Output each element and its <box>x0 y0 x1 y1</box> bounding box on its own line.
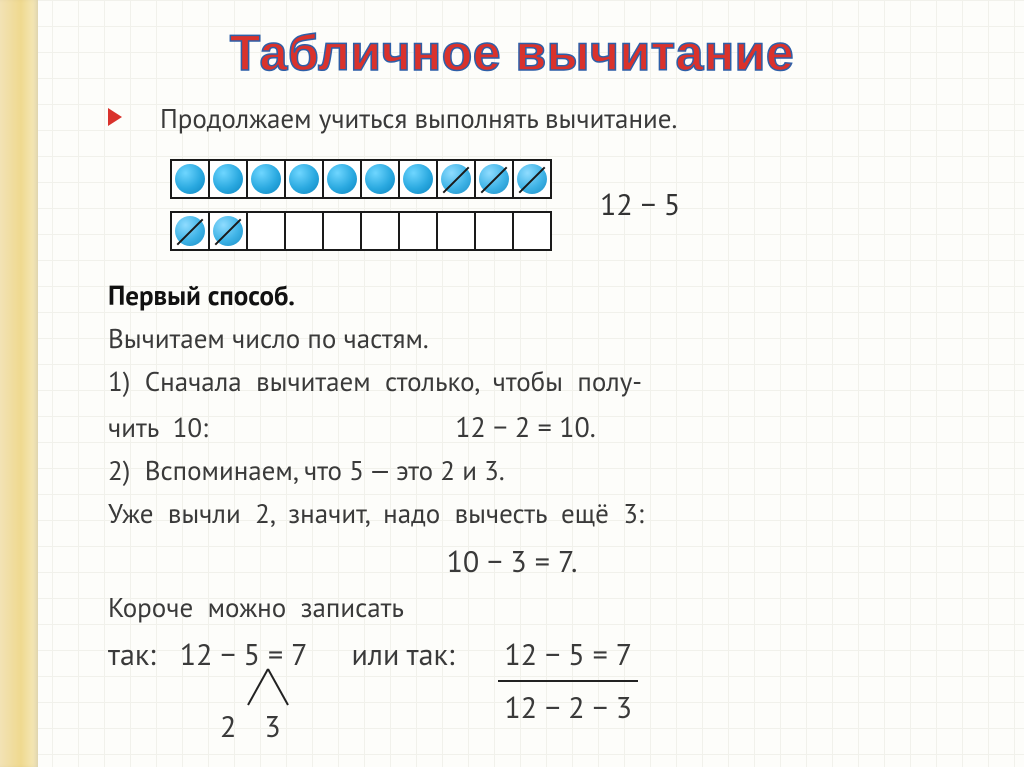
decomp-branches: 2 3 <box>220 705 281 749</box>
counter-row-2 <box>170 211 552 251</box>
counter-cell <box>436 211 476 251</box>
counter-dot <box>403 164 433 194</box>
counter-cell <box>322 211 362 251</box>
counter-dot <box>213 164 243 194</box>
counter-cell <box>512 211 552 251</box>
counter-cell <box>360 211 400 251</box>
decomp-wedge <box>244 669 292 709</box>
counter-dot <box>175 164 205 194</box>
stack-bottom: 12 − 2 − 3 <box>498 682 638 730</box>
counter-cell <box>284 159 324 199</box>
counter-dot-crossed <box>517 164 547 194</box>
counter-cell <box>436 159 476 199</box>
branch-left: 2 <box>220 705 236 749</box>
counter-cell <box>398 159 438 199</box>
method-intro: Вычитаем число по частям. <box>108 320 996 359</box>
counter-rows <box>170 159 552 251</box>
bullet-icon <box>108 108 122 126</box>
step1-line-a: 1) Сначала вычитаем столько, чтобы полу- <box>108 363 996 402</box>
decomp-left: так: 12 − 5 = 7 2 3 <box>108 633 308 677</box>
branch-right: 3 <box>264 705 280 749</box>
counter-dot <box>251 164 281 194</box>
decomposition-area: так: 12 − 5 = 7 2 3 или так: 12 − 5 = 7 <box>108 633 996 730</box>
side-expression: 12 − 5 <box>600 183 680 227</box>
page: Табличное вычитание Продолжаем учиться в… <box>0 0 1024 758</box>
counter-cell <box>474 211 514 251</box>
counter-cell <box>360 159 400 199</box>
counter-dot <box>365 164 395 194</box>
counter-cell <box>246 159 286 199</box>
counter-cell <box>208 211 248 251</box>
counters-visual: 12 − 5 <box>170 159 996 251</box>
step2-expression: 10 − 3 = 7. <box>28 540 996 584</box>
counter-dot-crossed <box>441 164 471 194</box>
decomp-stack: 12 − 5 = 7 12 − 2 − 3 <box>498 633 638 730</box>
decomp-or: или так: <box>352 633 455 677</box>
decomp-prefix: так: <box>108 635 156 674</box>
counter-dot-crossed <box>175 216 205 246</box>
counter-dot <box>327 164 357 194</box>
step2-line-b: Уже вычли 2, значит, надо вычесть ещё 3: <box>108 495 996 534</box>
content: Продолжаем учиться выполнять вычитание. … <box>108 100 996 730</box>
counter-cell <box>208 159 248 199</box>
step1-b-text: чить 10: <box>108 411 208 445</box>
counter-cell <box>398 211 438 251</box>
method-heading: Первый способ. <box>108 277 996 316</box>
counter-row-1 <box>170 159 552 199</box>
intro-row: Продолжаем учиться выполнять вычитание. <box>108 100 996 139</box>
stack-top: 12 − 5 = 7 <box>498 633 638 683</box>
counter-dot <box>289 164 319 194</box>
counter-cell <box>322 159 362 199</box>
step1-expression: 12 − 2 = 10. <box>455 408 595 445</box>
counter-cell <box>246 211 286 251</box>
counter-cell <box>284 211 324 251</box>
short-label: Короче можно записать <box>108 589 996 628</box>
counter-cell <box>474 159 514 199</box>
intro-text: Продолжаем учиться выполнять вычитание. <box>160 100 677 139</box>
counter-dot-crossed <box>479 164 509 194</box>
step1-line-b: чить 10: 12 − 2 = 10. <box>108 407 996 448</box>
page-title: Табличное вычитание <box>28 24 996 82</box>
counter-dot-crossed <box>213 216 243 246</box>
counter-cell <box>512 159 552 199</box>
counter-cell <box>170 159 210 199</box>
counter-cell <box>170 211 210 251</box>
step2-line-a: 2) Вспоминаем, что 5 — это 2 и 3. <box>108 452 996 491</box>
